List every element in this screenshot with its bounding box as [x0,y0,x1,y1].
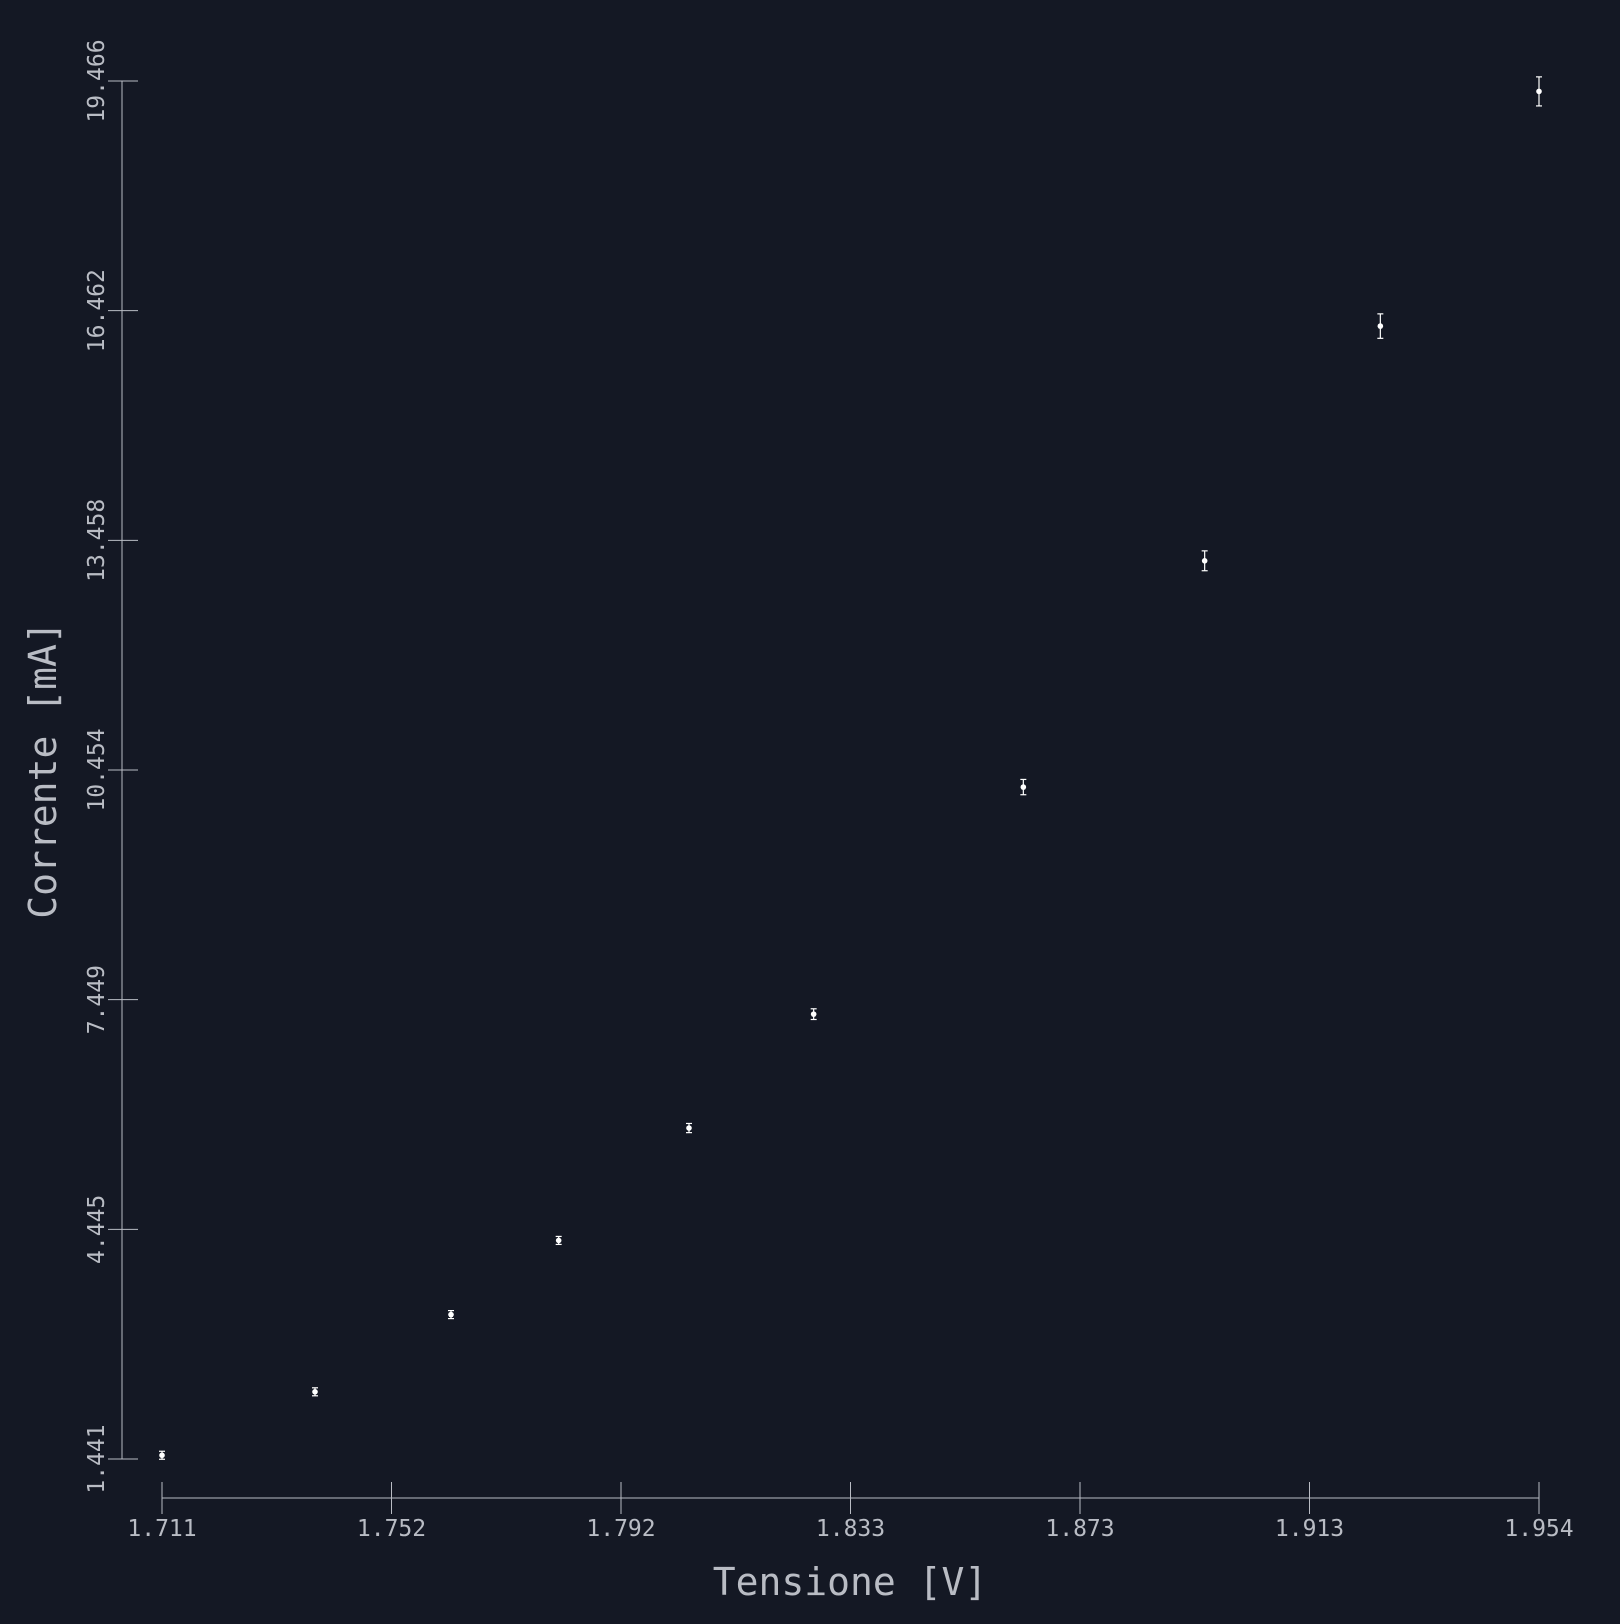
data-point [312,1387,318,1397]
y-tick-label: 16.462 [84,269,110,352]
data-point [686,1122,692,1134]
data-point [159,1450,165,1460]
y-axis: 1.441 4.445 7.449 10.454 13.458 16.462 19.466 [84,39,138,1494]
x-tick-label: 1.752 [357,1516,426,1542]
x-tick-label: 1.873 [1045,1516,1114,1542]
x-tick-label: 1.833 [816,1516,885,1542]
point-marker [810,1011,817,1017]
data-point [1377,313,1384,339]
point-marker [555,1237,562,1244]
point-marker [1201,557,1208,564]
point-marker [312,1389,318,1395]
y-tick-label: 19.466 [84,39,110,122]
y-tick-label: 13.458 [84,499,110,582]
x-axis: 1.711 1.752 1.792 1.833 1.873 1.913 1.954 [127,1482,1574,1542]
point-marker [1536,88,1542,95]
x-tick-label: 1.711 [127,1516,196,1542]
data-point [1020,778,1027,796]
point-marker [686,1125,692,1131]
data-point [448,1309,454,1320]
x-tick-label: 1.792 [586,1516,655,1542]
x-axis-title: Tensione [V] [713,1560,988,1604]
y-tick-label: 1.441 [84,1424,110,1493]
y-tick-label: 7.449 [84,965,110,1034]
y-tick-label: 4.445 [84,1195,110,1264]
x-tick-label: 1.913 [1275,1516,1344,1542]
data-point [555,1235,562,1246]
data-points [159,76,1542,1460]
data-point [1201,550,1208,572]
point-marker [1377,323,1384,329]
point-marker [159,1452,165,1459]
point-marker [1020,784,1027,790]
point-marker [448,1311,454,1318]
x-tick-label: 1.954 [1504,1516,1573,1542]
data-point [810,1008,817,1021]
y-tick-label: 10.454 [84,728,110,811]
data-point [1536,76,1542,107]
y-axis-title: Corrente [mA] [21,621,65,918]
